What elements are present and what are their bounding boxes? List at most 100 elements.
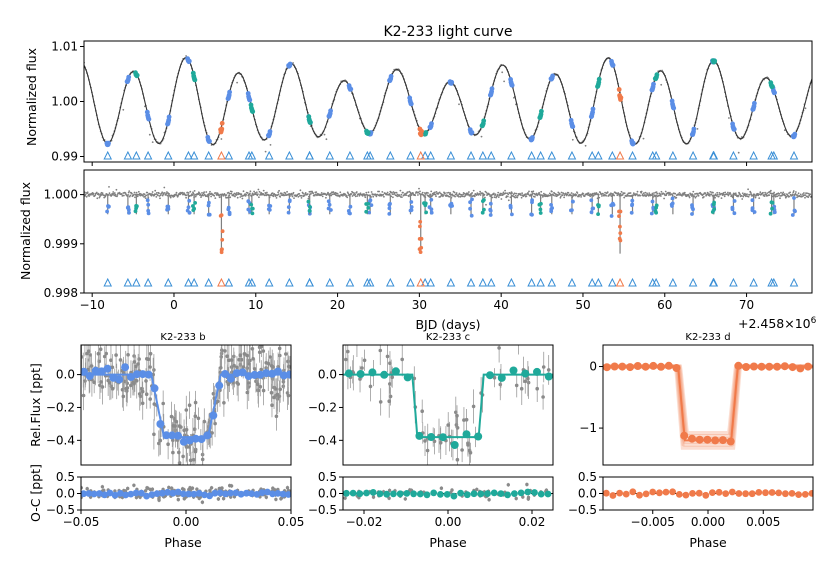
transit-marker-b (587, 277, 597, 287)
binned-residual-point (755, 489, 763, 496)
binned-point (274, 367, 282, 376)
data-point (235, 380, 239, 385)
transit-b-point (470, 197, 474, 202)
plot-area (603, 488, 813, 499)
flux-point (181, 191, 184, 194)
transit-b-point (570, 208, 574, 213)
data-point (222, 401, 226, 405)
transit-marker-d (416, 150, 426, 160)
binned-residual-point (722, 490, 730, 497)
flux-point (665, 194, 668, 197)
transit-b-point (387, 212, 392, 216)
flux-point (457, 195, 460, 198)
flux-point (321, 195, 324, 198)
transit-b-point (206, 203, 211, 208)
flux-point (619, 192, 622, 195)
transit-marker-b (123, 277, 133, 287)
flux-point (697, 194, 700, 197)
binned-residual-point (122, 491, 129, 499)
flux-point (134, 196, 136, 199)
transit-marker-b (446, 277, 456, 287)
residual-point (167, 485, 171, 490)
binned-residual-point (622, 490, 630, 498)
transit-b-point (629, 210, 634, 215)
flux-point (137, 190, 140, 193)
data-point (87, 349, 91, 354)
data-point (137, 392, 142, 396)
x-tick-label: 60 (657, 298, 672, 312)
y-tick-label: −0.5 (308, 503, 337, 517)
binned-residual-point (748, 490, 756, 498)
transit-b-point (649, 211, 654, 216)
binned-point (197, 435, 206, 444)
flux-point (763, 195, 766, 198)
flux-point (430, 190, 433, 193)
flux-point (674, 192, 677, 195)
transit-marker-b (204, 150, 213, 160)
flux-point (353, 192, 355, 195)
flux-point (230, 192, 233, 195)
binned-point (718, 436, 727, 445)
transit-c-point (134, 204, 139, 208)
residual-point (229, 484, 234, 488)
flux-point (708, 193, 711, 196)
transit-b-point (589, 210, 594, 215)
raw-flux-point (696, 127, 699, 130)
flux-point (646, 192, 648, 195)
flux-point (507, 193, 510, 196)
flux-point (589, 195, 592, 198)
binned-residual-point (269, 490, 276, 498)
transit-marker-c (132, 150, 141, 160)
flux-point (194, 195, 197, 198)
binned-point (344, 369, 353, 378)
flux-point (681, 194, 683, 197)
flux-point (714, 196, 716, 199)
binned-residual-point (190, 490, 198, 498)
flux-point (131, 192, 133, 195)
flux-point (150, 194, 153, 197)
transit-c-point (366, 206, 371, 210)
transit-c-point (308, 205, 312, 209)
data-point (146, 357, 151, 362)
transit-marker-b (668, 150, 678, 160)
x-tick-label: 50 (575, 298, 590, 312)
flux-point (263, 194, 266, 197)
data-point (286, 364, 291, 369)
flux-point (514, 196, 517, 199)
data-point (251, 357, 255, 361)
transit-marker-c (536, 150, 545, 160)
transit-marker-b (285, 150, 294, 160)
binned-residual-point (682, 491, 690, 499)
x-tick-label: 0.000 (691, 515, 725, 529)
oc-ylabel: O-C [ppt] (28, 464, 43, 522)
transit-d-point (219, 120, 225, 126)
x-tick-label: 0.005 (746, 515, 780, 529)
flux-point (521, 192, 523, 195)
transit-b-point (590, 206, 595, 211)
data-point (171, 450, 175, 455)
binned-residual-point (356, 490, 364, 498)
flux-point (112, 191, 115, 193)
transit-d-point (418, 132, 424, 138)
flux-point (179, 193, 182, 196)
flux-point (116, 194, 119, 196)
data-point (114, 353, 118, 357)
flux-point (663, 197, 665, 200)
data-point (462, 418, 466, 422)
binned-residual-point (423, 491, 431, 499)
data-point (193, 449, 198, 454)
flux-point (623, 192, 626, 195)
binned-residual-point (702, 491, 710, 499)
transit-b-point (772, 90, 777, 96)
data-point (460, 448, 464, 452)
flux-point (175, 191, 178, 194)
flux-point (386, 191, 389, 194)
detrended-lightcurve-panel: 0.998 0.999 1.000 −10 0 10 20 30 40 50 60 70 (44, 169, 813, 312)
flux-point (291, 194, 293, 196)
data-point (192, 458, 196, 462)
flux-point (708, 195, 711, 197)
binned-point (215, 381, 224, 390)
binned-residual-point (106, 489, 114, 497)
y-tick-label: 0.0 (56, 487, 75, 501)
posterior-model-band (603, 364, 813, 441)
